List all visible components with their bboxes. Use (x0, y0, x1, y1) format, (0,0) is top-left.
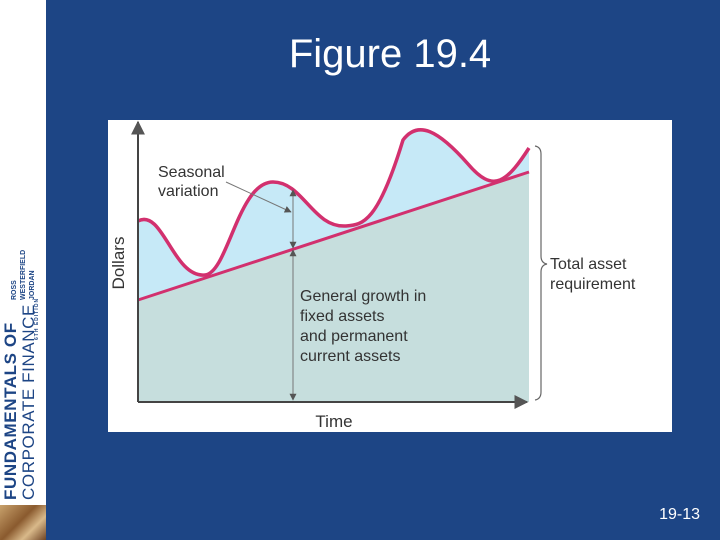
seasonal-label-line2: variation (158, 183, 218, 200)
slide-title: Figure 19.4 (288, 32, 492, 76)
total-label: Total asset requirement (550, 256, 636, 293)
author-jordan: JORDAN (29, 270, 36, 300)
y-axis-label: Dollars (109, 237, 128, 290)
total-label-line1: Total asset (550, 256, 627, 273)
cover-art-image (0, 505, 46, 540)
author-ross: ROSS (11, 280, 18, 300)
book-edition: 6TH EDITION (34, 297, 40, 340)
permanent-asset-area (138, 172, 529, 402)
author-westerfield: WESTERFIELD (20, 249, 27, 300)
seasonal-curve (137, 128, 531, 277)
growth-label-line2: fixed assets (300, 308, 384, 325)
growth-label-line4: current assets (300, 348, 400, 365)
seasonal-label-line1: Seasonal (158, 164, 225, 181)
total-bracket (534, 145, 548, 401)
growth-label-line1: General growth in (300, 288, 426, 305)
x-axis-label: Time (315, 412, 352, 431)
book-spine: FUNDAMENTALS OF CORPORATE FINANCE ROSS W… (0, 0, 46, 540)
slide-number: 19-13 (659, 506, 700, 523)
growth-label-line3: and permanent (300, 328, 408, 345)
figure-diagram: Seasonal variation General growth in fix… (109, 120, 636, 431)
growth-label: General growth in fixed assets and perma… (300, 288, 431, 365)
seasonal-label: Seasonal variation (158, 164, 229, 200)
total-label-line2: requirement (550, 276, 636, 293)
seasonal-variation-area (138, 129, 529, 300)
book-authors: ROSS WESTERFIELD JORDAN (10, 230, 37, 300)
trend-line (137, 170, 530, 302)
figure-panel: Seasonal variation General growth in fix… (108, 120, 672, 432)
seasonal-leader-line (225, 181, 292, 213)
